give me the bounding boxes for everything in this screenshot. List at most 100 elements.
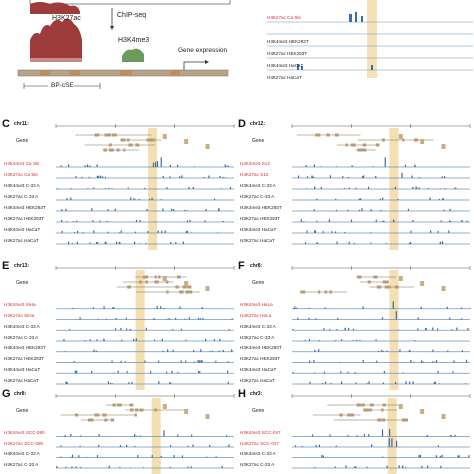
signal-bar: [306, 176, 309, 178]
gene-exon: [162, 134, 167, 139]
signal-bar: [99, 220, 101, 222]
gene-exon: [126, 138, 130, 142]
track-label: H3K27ac Ca Ski: [4, 171, 38, 177]
signal-bar: [437, 371, 439, 374]
signal-bar: [441, 241, 444, 244]
signal-bar: [149, 198, 151, 200]
gene-exon: [300, 290, 306, 294]
panel-letter: F: [238, 260, 245, 272]
gene-exon: [382, 403, 386, 407]
signal-bar: [156, 306, 158, 309]
h3k27ac-label: H3K27ac: [52, 15, 81, 22]
signal-bar: [345, 465, 347, 468]
signal-bar: [82, 232, 84, 233]
signal-bar: [300, 219, 302, 222]
signal-bar: [316, 220, 318, 222]
signal-bar: [173, 454, 175, 458]
signal-bar: [367, 186, 370, 189]
signal-bar: [458, 455, 460, 458]
gene-exon: [90, 418, 94, 422]
track-label: H3K4me3 C-33 A: [4, 323, 40, 329]
signal-bar: [336, 328, 338, 331]
track-canvas: [55, 266, 235, 390]
gene-exon: [179, 290, 184, 294]
signal-bar: [350, 219, 353, 222]
signal-bar: [465, 383, 467, 384]
signal-bar: [410, 359, 412, 363]
signal-bar: [108, 465, 110, 468]
signal-bar: [414, 164, 416, 167]
signal-bar: [441, 176, 443, 178]
signal-bar: [60, 445, 62, 447]
signal-bar: [418, 187, 420, 189]
signal-bar: [147, 231, 149, 233]
signal-bar: [308, 339, 311, 341]
gene-exon: [108, 148, 114, 152]
signal-bar: [324, 381, 327, 384]
signal-bar: [93, 349, 95, 352]
signal-bar: [320, 186, 322, 189]
signal-bar: [414, 340, 416, 341]
signal-bar: [314, 372, 316, 374]
signal-bar: [111, 360, 113, 363]
signal-bar: [129, 467, 132, 468]
signal-bar: [347, 209, 349, 211]
gene-expression-label: Gene expression: [178, 47, 228, 54]
gene-exon: [361, 148, 365, 152]
signal-bar: [154, 161, 157, 167]
signal-bar: [66, 221, 68, 222]
signal-bar: [87, 188, 89, 189]
signal-bar: [306, 230, 308, 233]
signal-bar: [96, 339, 98, 341]
chromosome-label: chr11:: [14, 121, 29, 127]
signal-bar: [96, 241, 98, 244]
gene-exon: [166, 280, 169, 284]
signal-bar: [70, 433, 72, 437]
track-label: H3K27ac HaCaT: [267, 75, 302, 80]
signal-bar: [454, 434, 456, 437]
gene-exon: [102, 413, 107, 417]
gene-exon: [357, 148, 362, 152]
signal-bar: [136, 435, 138, 437]
signal-bar: [227, 165, 229, 167]
signal-bar: [453, 360, 455, 363]
panel-letter: H: [238, 388, 246, 400]
signal-bar: [70, 197, 72, 200]
signal-bar: [380, 210, 382, 211]
signal-bar: [75, 466, 77, 468]
signal-bar: [73, 360, 75, 363]
signal-bar: [130, 197, 132, 200]
signal-bar: [209, 444, 211, 447]
gene-exon: [166, 290, 169, 294]
signal-bar: [107, 231, 109, 233]
signal-bar: [407, 208, 409, 211]
signal-bar: [169, 165, 171, 167]
signal-bar: [382, 382, 384, 384]
signal-bar: [344, 327, 346, 331]
signal-bar: [61, 210, 63, 211]
signal-bar: [190, 466, 192, 468]
signal-bar: [118, 242, 120, 244]
signal-bar: [120, 339, 123, 341]
track-label: H3K27ac C-33 A: [240, 193, 275, 199]
signal-bar: [358, 209, 361, 211]
signal-bar: [175, 317, 177, 320]
signal-bar: [127, 187, 129, 189]
signal-bar: [314, 467, 316, 468]
track-label: H3K4me3 SiHa: [4, 302, 36, 308]
signal-bar: [171, 208, 173, 211]
signal-bar: [356, 435, 358, 437]
signal-bar: [318, 340, 320, 341]
gene-exon: [94, 413, 100, 417]
signal-bar: [335, 209, 338, 211]
gene-exon: [110, 418, 115, 422]
signal-bar: [222, 349, 224, 352]
signal-bar: [335, 198, 337, 200]
track-label: H3K27ac HaCaT: [240, 377, 275, 383]
gene-exon: [402, 138, 405, 142]
track-label: H3K27ac HEK293T: [240, 215, 281, 221]
signal-bar: [103, 306, 105, 309]
track-label: H3K27ac HEK293T: [4, 356, 45, 362]
signal-bar: [335, 340, 337, 341]
